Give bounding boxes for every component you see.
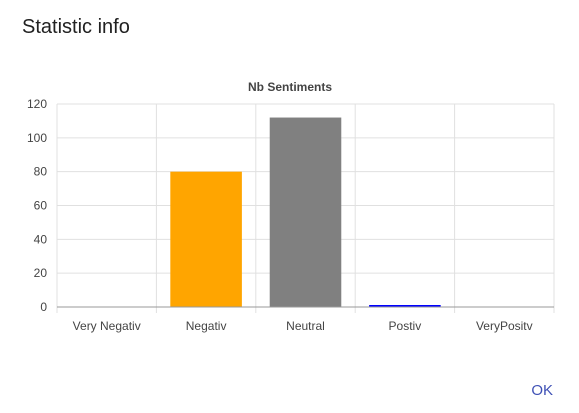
y-tick-label: 120 <box>27 97 47 111</box>
y-tick-label: 0 <box>40 300 47 314</box>
y-tick-label: 60 <box>34 199 48 213</box>
y-tick-label: 80 <box>34 165 48 179</box>
chart-labels: 0 20 40 60 80 100 120 Very Negativ Negativ Neutra… <box>27 97 533 333</box>
x-tick-label: Negativ <box>186 319 227 333</box>
ok-button[interactable]: OK <box>531 382 553 399</box>
y-tick-label: 40 <box>34 232 48 246</box>
sentiment-bar-chart: Nb Sentiments 0 20 40 60 80 100 120 Very Negati… <box>27 80 555 333</box>
chart-title: Nb Sentiments <box>248 80 332 94</box>
y-tick-label: 20 <box>34 266 48 280</box>
bar-neutral[interactable] <box>269 117 342 308</box>
bar-postiv[interactable] <box>369 305 441 307</box>
y-tick-label: 100 <box>27 131 47 145</box>
x-tick-label: Neutral <box>286 319 325 333</box>
x-tick-label: VeryPositv <box>476 319 533 333</box>
x-tick-label: Very Negativ <box>73 319 141 333</box>
x-tick-label: Postiv <box>389 319 422 333</box>
bar-negativ[interactable] <box>170 171 242 307</box>
chart-bars <box>170 117 441 308</box>
dialog-title: Statistic info <box>22 16 130 38</box>
